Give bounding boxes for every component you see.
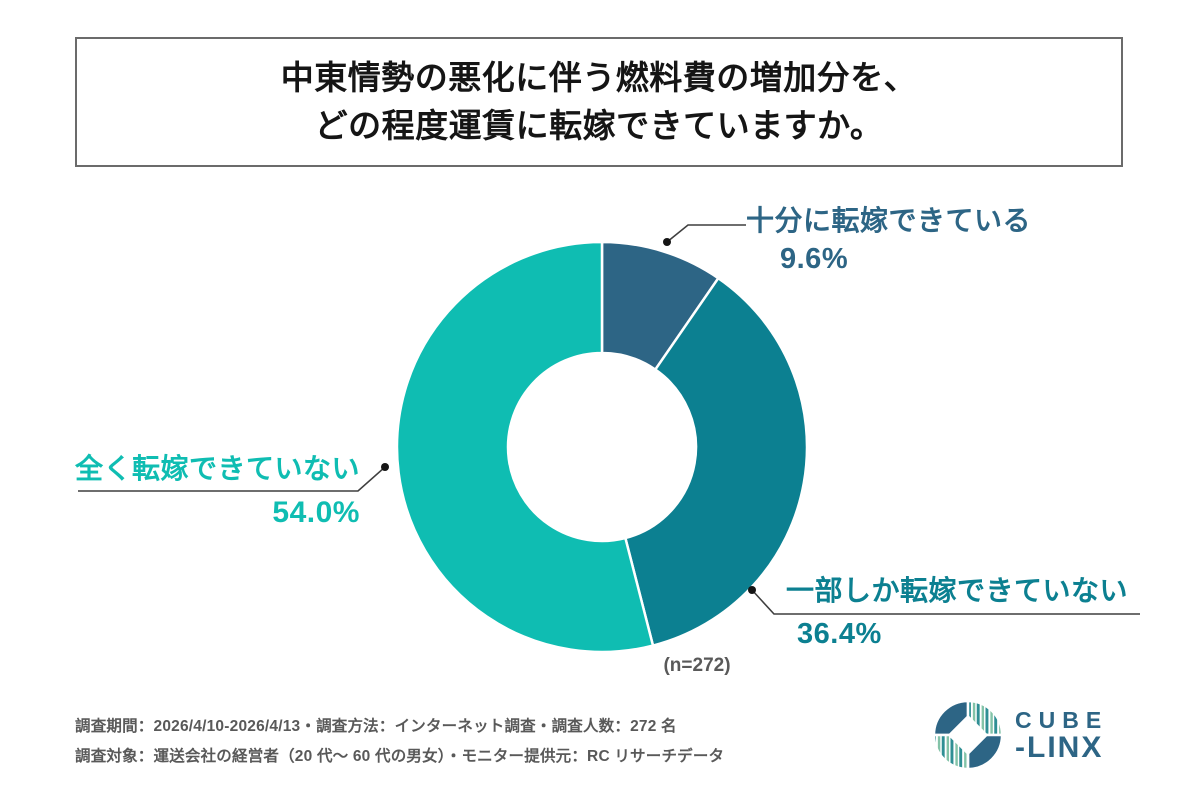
cube-linx-logo-text: CUBE -LINX [1015, 708, 1108, 763]
logo-text-cube: CUBE [1015, 706, 1109, 733]
cube-linx-logo: CUBE -LINX [933, 700, 1108, 770]
sample-size-label: (n=272) [663, 655, 731, 676]
callout-partial: 一部しか転嫁できていない 36.4% [786, 572, 1128, 651]
leader-dot-sufficient [663, 238, 671, 246]
callout-none-label: 全く転嫁できていない [75, 453, 361, 484]
leader-dot-partial [748, 586, 756, 594]
logo-text-linx: -LINX [1015, 730, 1104, 764]
footnote-line-2: 調査対象：運送会社の経営者（20 代〜 60 代の男女）・モニター提供元：RC … [75, 748, 725, 765]
callout-sufficient-label: 十分に転嫁できている [746, 205, 1032, 236]
footnote-line-1: 調査期間：2026/4/10-2026/4/13・調査方法：インターネット調査・… [75, 718, 677, 735]
donut-slice-1 [624, 276, 809, 647]
callout-partial-value: 36.4% [797, 618, 882, 650]
donut-slices [395, 240, 809, 654]
callout-partial-label: 一部しか転嫁できていない [786, 575, 1129, 606]
callout-none: 全く転嫁できていない 54.0% [75, 450, 360, 530]
leader-line-sufficient [666, 224, 746, 243]
callout-sufficient-value: 9.6% [780, 243, 849, 275]
survey-question-title-box: 中東情勢の悪化に伴う燃料費の増加分を、 どの程度運賃に転嫁できていますか。 [75, 37, 1123, 167]
leader-dot-none [381, 463, 389, 471]
callout-none-value: 54.0% [272, 496, 360, 529]
donut-slice-2 [395, 240, 655, 654]
callout-sufficient: 十分に転嫁できている 9.6% [746, 203, 1031, 276]
title-line-2: どの程度運賃に転嫁できていますか。 [314, 107, 884, 144]
donut-slice-0 [600, 240, 720, 371]
survey-footnote: 調査期間：2026/4/10-2026/4/13・調査方法：インターネット調査・… [75, 712, 724, 772]
cube-linx-logo-icon [933, 700, 1003, 770]
title-line-1: 中東情勢の悪化に伴う燃料費の増加分を、 [280, 59, 918, 96]
